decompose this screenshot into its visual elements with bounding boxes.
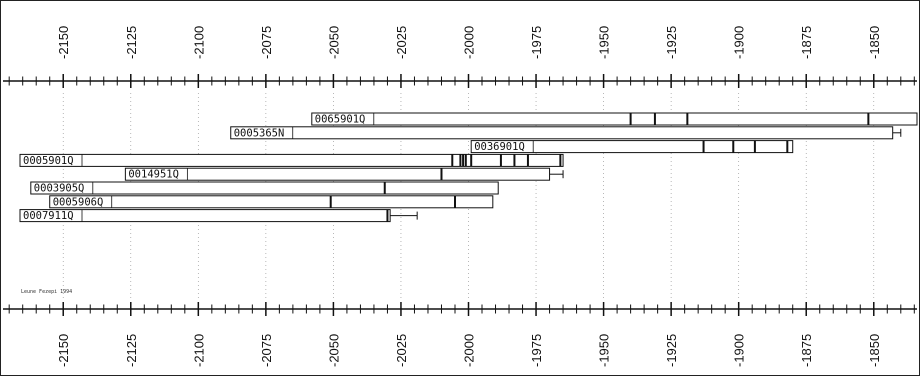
bar-label: 0065901Q [315,114,366,126]
top-axis: -2150 -2125 -2100 -2075 -2050 -2025 -2000 -1975… [3,26,917,88]
bottom-tick-label: -1925 [664,334,679,367]
top-tick-label: -2050 [326,26,341,59]
bottom-tick-label: -2125 [124,334,139,367]
bar-rect [311,112,918,126]
top-tick-label: -1900 [732,26,747,59]
bar-label: 0036901Q [474,141,525,153]
bottom-axis: -2150 -2125 -2100 -2075 -2050 -2025 -2000 -1975… [3,302,917,367]
bar-label: 0005901Q [23,155,74,167]
bottom-tick-label: -2075 [259,334,274,367]
top-tick-label: -1925 [664,26,679,59]
bottom-tick-label: -1975 [529,334,544,367]
bar-rect [19,153,564,167]
bar-rect [230,126,894,140]
series-bars: 0065901Q 0005365N 0036901Q 0005901Q 0014951Q… [19,112,918,223]
top-tick-label: -1875 [799,26,814,59]
bar-label: 0005906Q [53,196,104,208]
bottom-tick-label: -2050 [326,334,341,367]
bottom-tick-label: -2150 [56,334,71,367]
top-tick-label: -1850 [867,26,882,59]
top-tick-label: -2000 [462,26,477,59]
bottom-tick-label: -2000 [462,334,477,367]
series-bar-0014951q: 0014951Q [124,167,564,181]
bar-label: 0007911Q [23,210,74,222]
bar-label: 0014951Q [128,169,179,181]
series-bar-0065901q: 0065901Q [311,112,918,126]
series-bar-0005906q: 0005906Q [49,195,494,209]
bar-label: 0005365N [234,127,285,139]
bottom-tick-label: -2025 [394,334,409,367]
series-bar-0005365n: 0005365N [230,126,902,140]
series-bar-0003905q: 0003905Q [30,181,499,195]
bottom-tick-label: -1850 [867,334,882,367]
series-bar-0007911q: 0007911Q [19,209,418,223]
top-tick-label: -1950 [597,26,612,59]
bar-rect [124,167,551,181]
bottom-tick-label: -1875 [799,334,814,367]
bottom-tick-label: -1950 [597,334,612,367]
top-tick-label: -2125 [124,26,139,59]
top-tick-label: -1975 [529,26,544,59]
series-bar-0005901q: 0005901Q [19,153,564,167]
bottom-tick-label: -2100 [191,334,206,367]
top-tick-label: -2150 [56,26,71,59]
bar-rect [470,140,794,154]
bar-rect [30,181,499,195]
credit-text: Leune Fezepi 1994 [21,289,72,295]
top-tick-label: -2025 [394,26,409,59]
bottom-tick-label: -1900 [732,334,747,367]
bar-label: 0003905Q [34,183,85,195]
series-bar-0036901q: 0036901Q [470,140,794,154]
bar-rect [19,209,391,223]
top-tick-label: -2100 [191,26,206,59]
top-tick-label: -2075 [259,26,274,59]
bar-rect [49,195,494,209]
